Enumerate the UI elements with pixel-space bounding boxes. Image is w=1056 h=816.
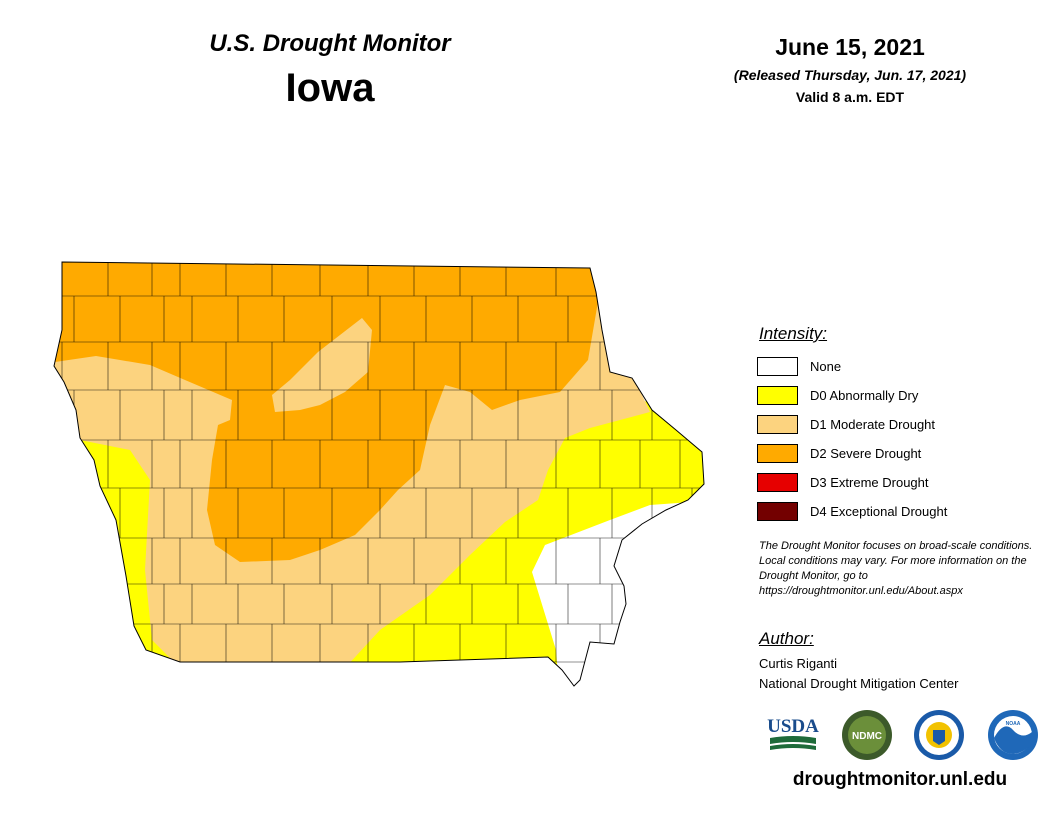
map-date: June 15, 2021 [775, 34, 925, 60]
legend-item: None [757, 355, 841, 377]
legend-label: D0 Abnormally Dry [810, 387, 919, 403]
legend-label: D4 Exceptional Drought [810, 503, 948, 519]
legend-swatch [757, 414, 798, 434]
d1-area [272, 318, 372, 412]
author-name: Curtis Riganti [759, 656, 838, 671]
author-title: Author: [759, 629, 814, 648]
doc-logo-text: DOC [936, 756, 944, 760]
noaa-logo-icon: NOAA [988, 710, 1038, 760]
noaa-logo-text: NOAA [1006, 721, 1021, 727]
legend-swatch [757, 356, 798, 376]
legend-item: D0 Abnormally Dry [757, 384, 918, 406]
d2-area [54, 262, 600, 562]
legend-swatch [757, 443, 798, 463]
release-date: (Released Thursday, Jun. 17, 2021) [733, 67, 967, 83]
doc-logo-icon: DOC [914, 710, 964, 760]
ndmc-logo-text: NDMC [852, 731, 882, 742]
legend-swatch [757, 385, 798, 405]
usda-logo-icon: USDA [767, 716, 819, 750]
author-org: National Drought Mitigation Center [759, 676, 959, 691]
legend-swatch [757, 501, 798, 521]
monitor-title: U.S. Drought Monitor [209, 30, 451, 57]
legend-item: D1 Moderate Drought [757, 413, 935, 435]
legend-item: D4 Exceptional Drought [757, 500, 947, 522]
valid-time: Valid 8 a.m. EDT [795, 89, 905, 105]
legend-label: None [810, 358, 842, 374]
legend-item: D3 Extreme Drought [757, 471, 929, 493]
legend-label: D3 Extreme Drought [810, 474, 929, 490]
state-name: Iowa [285, 66, 375, 110]
usda-logo-text: USDA [767, 716, 819, 737]
legend-item: D2 Severe Drought [757, 442, 921, 464]
legend-label: D1 Moderate Drought [810, 416, 936, 432]
legend-title: Intensity: [759, 324, 828, 343]
drought-monitor-note: The Drought Monitor focuses on broad-sca… [759, 540, 1033, 597]
legend-swatch [757, 472, 798, 492]
legend-label: D2 Severe Drought [810, 445, 922, 461]
ndmc-logo-icon: NDMC [842, 710, 892, 760]
iowa-outline [53, 261, 705, 687]
website-url[interactable]: droughtmonitor.unl.edu [792, 769, 1008, 790]
